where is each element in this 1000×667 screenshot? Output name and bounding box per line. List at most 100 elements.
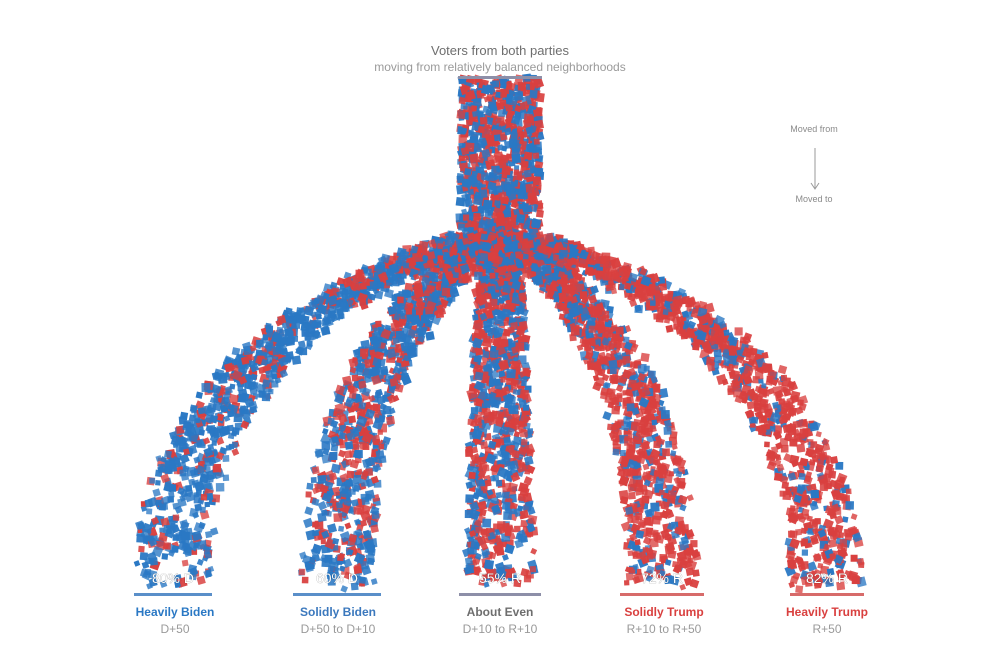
voter-square — [306, 482, 314, 490]
voter-square — [474, 371, 484, 381]
voter-square — [160, 517, 170, 527]
voter-square — [489, 349, 499, 359]
voter-square — [136, 533, 146, 543]
voter-square — [249, 344, 257, 352]
voter-square — [205, 425, 213, 433]
voter-square — [412, 252, 422, 263]
voter-square — [425, 331, 435, 341]
voter-square — [272, 374, 278, 380]
voter-square — [222, 474, 230, 482]
voter-square — [265, 369, 274, 379]
voter-square — [367, 272, 374, 279]
voter-square — [375, 320, 382, 328]
voter-square — [193, 480, 205, 492]
voter-square — [148, 537, 158, 547]
voter-square — [140, 505, 148, 512]
voter-square — [167, 496, 174, 503]
voter-square — [524, 204, 533, 213]
voter-square — [310, 477, 317, 484]
voter-square — [345, 458, 353, 466]
voter-square — [467, 418, 474, 426]
voter-square — [196, 440, 202, 446]
destination-bar — [459, 593, 541, 596]
voter-square — [312, 521, 319, 528]
voter-square — [452, 272, 459, 279]
voter-square — [322, 428, 329, 435]
voter-square — [238, 375, 248, 385]
voter-square — [476, 489, 482, 495]
voter-square — [423, 290, 430, 297]
voter-square — [481, 148, 491, 159]
voter-square — [472, 97, 482, 108]
voter-square — [480, 233, 488, 241]
voter-square — [359, 576, 367, 584]
voter-square — [321, 320, 330, 328]
voter-square — [514, 165, 520, 171]
voter-square — [471, 205, 479, 213]
voter-square — [422, 254, 429, 262]
voter-square — [396, 247, 407, 258]
voter-square — [640, 352, 650, 363]
voter-square — [650, 502, 660, 512]
voter-square — [467, 547, 475, 555]
voter-square — [480, 172, 489, 180]
voter-square — [138, 545, 145, 553]
voter-square — [523, 151, 533, 161]
voter-square — [392, 366, 402, 376]
voter-square — [501, 145, 508, 152]
voter-square — [597, 368, 606, 377]
voter-square — [359, 282, 367, 290]
voter-square — [363, 530, 372, 539]
voter-square — [313, 297, 321, 305]
voter-square — [172, 534, 180, 541]
voter-square — [193, 522, 205, 533]
voter-square — [491, 165, 500, 175]
voter-square — [177, 436, 185, 444]
voter-square — [262, 365, 270, 373]
voter-square — [146, 582, 153, 590]
voter-square — [508, 139, 517, 148]
voter-square — [187, 444, 198, 455]
voter-square — [329, 281, 338, 290]
voter-square — [344, 441, 354, 450]
voter-square — [521, 131, 528, 138]
voter-square — [458, 223, 466, 231]
voter-square — [441, 287, 451, 297]
voter-square — [311, 466, 320, 475]
voter-square — [479, 253, 489, 262]
voter-square — [494, 381, 503, 390]
voter-square — [155, 469, 163, 478]
voter-square — [529, 167, 537, 174]
voter-square — [135, 520, 145, 530]
voter-square — [337, 313, 344, 320]
voter-square — [476, 182, 483, 189]
voter-square — [183, 488, 193, 498]
voter-square — [465, 275, 471, 281]
voter-square — [599, 356, 608, 365]
voter-square — [690, 540, 698, 548]
voter-square — [618, 489, 629, 500]
voter-square — [335, 501, 343, 509]
voter-square — [210, 527, 219, 536]
voter-square — [333, 304, 345, 316]
voter-square — [483, 123, 491, 131]
voter-square — [472, 314, 479, 321]
voter-square — [212, 463, 222, 473]
voter-square — [261, 337, 268, 344]
voter-square — [337, 554, 344, 562]
voter-square — [542, 264, 552, 275]
voter-square — [324, 554, 333, 563]
voter-square — [494, 200, 501, 206]
voter-square — [487, 285, 496, 294]
voter-square — [501, 197, 510, 205]
voter-square — [373, 262, 386, 275]
voter-square — [198, 429, 206, 436]
voter-square — [595, 339, 601, 345]
voter-square — [505, 115, 513, 123]
voter-square — [371, 434, 381, 444]
voter-square — [195, 391, 204, 399]
voter-square — [501, 339, 509, 347]
voter-square — [527, 514, 538, 525]
flow-branch: 55% R — [459, 230, 541, 596]
voter-square — [374, 290, 384, 300]
